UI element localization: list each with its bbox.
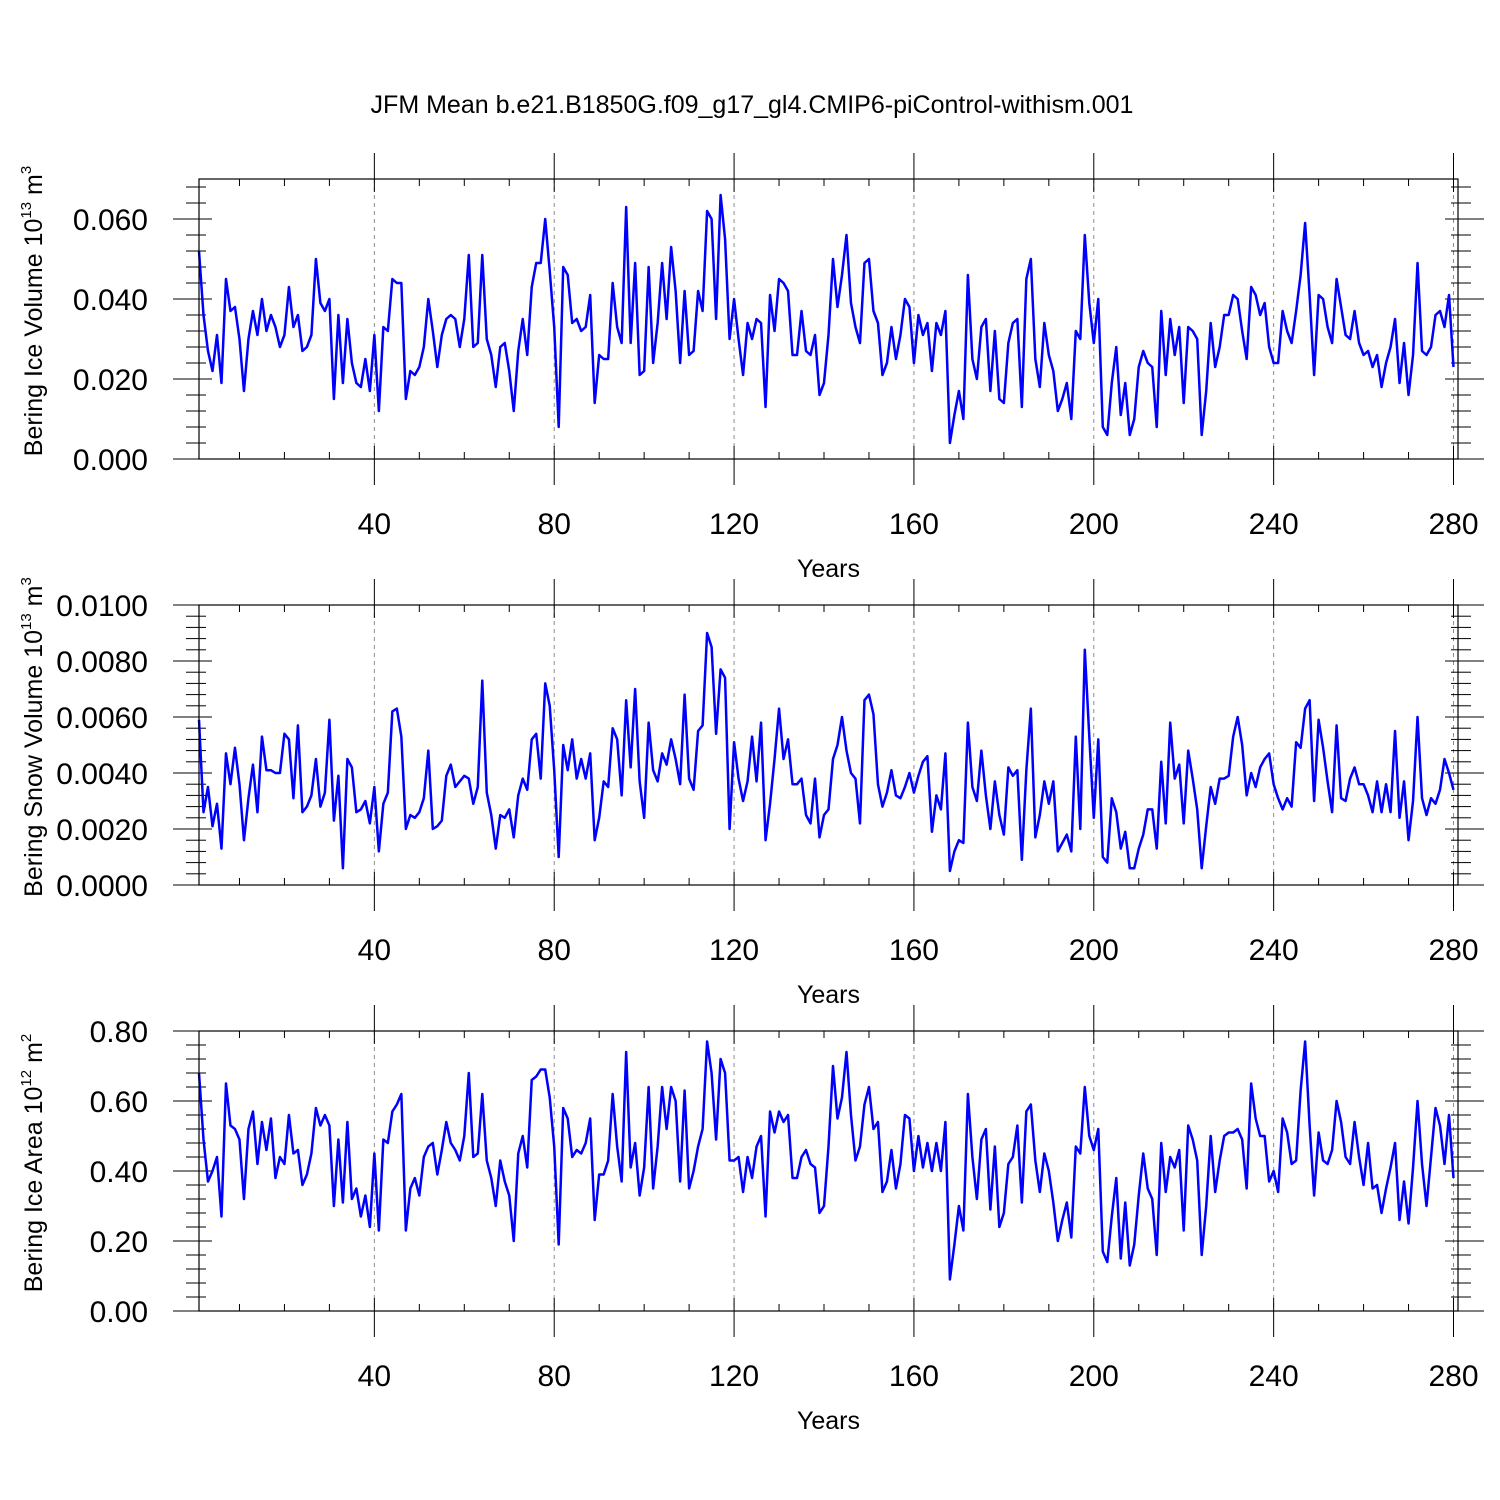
panel-snow-volume-xlabel: Years [797,981,860,1009]
panel-ice-volume-series-line [197,193,1455,445]
panel-snow-volume-xtick-label-120: 120 [709,934,759,967]
panel-ice-area-ylabel: Bering Ice Area 1012 m2 [18,1034,48,1293]
panel-ice-area-xtick-label-280: 280 [1428,1360,1478,1393]
chart-title: JFM Mean b.e21.B1850G.f09_g17_gl4.CMIP6-… [371,91,1134,119]
panel-snow-volume-ytick-label-0: 0.0000 [56,870,148,903]
panel-snow-volume-xtick-label-160: 160 [889,934,939,967]
panel-ice-volume-ylabel-unit-exp: 3 [18,166,35,174]
panel-snow-volume-xtick-label-80: 80 [538,934,571,967]
panel-ice-volume-ylabel-text: Bering Ice Volume 10 [20,219,48,457]
panel-ice-area-xtick-label-160: 160 [889,1360,939,1393]
panel-ice-volume-xtick-label-160: 160 [889,508,939,541]
panel-ice-area: 40 80 120 160 200 240 280 0.00 0.20 0.40 0.60 0.80 Y… [18,1005,1484,1435]
panel-snow-volume-frame [198,604,1459,886]
panel-ice-area-xlabel: Years [797,1407,860,1435]
panel-ice-area-xtick-label-80: 80 [538,1360,571,1393]
panel-ice-area-xtick-label-120: 120 [709,1360,759,1393]
panel-ice-volume-ytick-label-3: 0.060 [73,204,148,237]
panel-ice-volume-xtick-label-120: 120 [709,508,759,541]
panel-snow-volume: 40 80 120 160 200 240 280 0.0000 0.0020 0.0040 0.0… [18,577,1484,1009]
panel-snow-volume-series-line [197,631,1455,873]
panel-snow-volume-xtick-label-280: 280 [1428,934,1478,967]
panel-snow-volume-ylabel-exp: 13 [18,613,35,630]
panel-snow-volume-xtick-label-200: 200 [1069,934,1119,967]
panel-ice-volume-ylabel-unit: m [20,174,48,202]
panel-snow-volume-ytick-label-3: 0.0060 [56,702,148,735]
panel-ice-volume-xtick-label-280: 280 [1428,508,1478,541]
panel-ice-volume-xtick-label-200: 200 [1069,508,1119,541]
panel-ice-volume-xlabel: Years [797,555,860,583]
panel-ice-area-xtick-label-200: 200 [1069,1360,1119,1393]
panel-ice-area-ytick-label-4: 0.80 [90,1016,148,1049]
panels: 40 80 120 160 200 240 2800.0000.0200.0400.060Y… [18,153,1484,1435]
panel-snow-volume-xtick-label-40: 40 [358,934,391,967]
panel-ice-volume-xtick-label-80: 80 [538,508,571,541]
panel-ice-area-ytick-label-1: 0.20 [90,1226,148,1259]
panel-ice-area-ylabel-unit: m [20,1042,48,1070]
panel-ice-area-frame [198,1030,1459,1312]
panel-snow-volume-ylabel: Bering Snow Volume 1013 m3 [18,577,48,897]
panel-ice-volume-xtick-label-240: 240 [1249,508,1299,541]
panel-ice-volume: 40 80 120 160 200 240 280 0.000 0.020 0.040 0.060 Y… [18,153,1484,583]
panel-ice-volume-ylabel-exp: 13 [18,202,35,219]
panel-snow-volume-ylabel-text: Bering Snow Volume 10 [20,630,48,897]
panel-ice-area-series-line [197,1040,1455,1281]
panel-ice-area-ylabel-text: Bering Ice Area 10 [20,1087,48,1293]
panel-ice-volume-frame [198,178,1459,460]
panel-snow-volume-ylabel-unit: m [20,586,48,614]
panel-ice-area-xtick-label-40: 40 [358,1360,391,1393]
panel-ice-area-ytick-label-2: 0.40 [90,1156,148,1189]
panel-ice-volume-xtick-label-40: 40 [358,508,391,541]
panel-ice-volume-ytick-label-0: 0.000 [73,444,148,477]
panel-ice-volume-ytick-label-1: 0.020 [73,364,148,397]
panel-ice-area-ylabel-unit-exp: 2 [18,1034,35,1042]
panel-snow-volume-ylabel-unit-exp: 3 [18,577,35,585]
panel-snow-volume-ytick-label-5: 0.0100 [56,590,148,623]
panel-ice-area-ylabel-exp: 12 [18,1070,35,1087]
panel-ice-area-ytick-label-3: 0.60 [90,1086,148,1119]
panel-ice-area-ytick-label-0: 0.00 [90,1296,148,1329]
panel-ice-volume-ytick-label-2: 0.040 [73,284,148,317]
panel-snow-volume-ytick-label-4: 0.0080 [56,646,148,679]
panel-snow-volume-ytick-label-2: 0.0040 [56,758,148,791]
panel-ice-area-xtick-label-240: 240 [1249,1360,1299,1393]
panel-snow-volume-xtick-label-240: 240 [1249,934,1299,967]
panel-ice-volume-ylabel: Bering Ice Volume 1013 m3 [18,166,48,456]
panel-snow-volume-ytick-label-1: 0.0020 [56,814,148,847]
